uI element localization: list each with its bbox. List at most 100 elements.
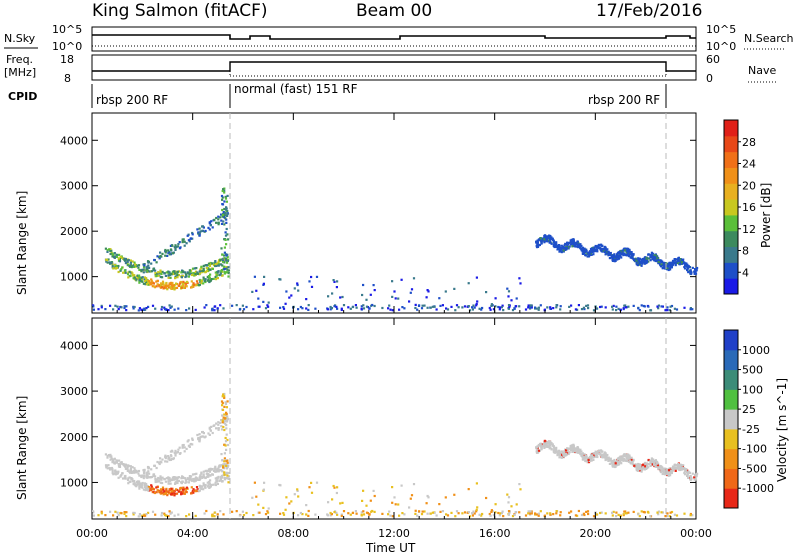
echo-mark bbox=[207, 267, 210, 270]
echo-mark bbox=[97, 308, 100, 311]
echo-mark bbox=[638, 515, 641, 518]
echo-mark bbox=[687, 271, 690, 274]
echo-mark bbox=[169, 482, 172, 485]
echo-mark bbox=[660, 263, 663, 266]
echo-mark bbox=[138, 482, 141, 485]
echo-mark bbox=[566, 447, 569, 450]
echo-mark bbox=[589, 250, 592, 253]
echo-mark bbox=[119, 461, 122, 464]
echo-mark bbox=[137, 483, 140, 486]
echo-mark bbox=[649, 462, 652, 465]
echo-mark bbox=[223, 272, 226, 275]
echo-mark bbox=[569, 239, 572, 242]
echo-mark bbox=[131, 272, 134, 275]
echo-mark bbox=[673, 307, 676, 310]
echo-mark bbox=[667, 268, 670, 272]
echo-mark bbox=[120, 512, 123, 515]
echo-mark bbox=[200, 485, 203, 488]
echo-mark bbox=[282, 306, 285, 309]
colorbar-tick-label: -25 bbox=[742, 423, 760, 436]
echo-mark bbox=[572, 243, 575, 246]
echo-mark bbox=[571, 450, 574, 453]
echo-mark bbox=[211, 468, 214, 471]
echo-mark bbox=[426, 512, 429, 515]
echo-mark bbox=[191, 237, 194, 240]
echo-mark bbox=[212, 277, 215, 280]
echo-mark bbox=[583, 456, 586, 459]
echo-mark bbox=[166, 490, 169, 493]
echo-mark bbox=[124, 477, 127, 480]
echo-mark bbox=[196, 478, 200, 481]
echo-mark bbox=[223, 413, 226, 416]
echo-mark bbox=[209, 485, 212, 488]
echo-mark bbox=[599, 454, 602, 457]
station-title: King Salmon (fitACF) bbox=[92, 1, 268, 21]
echo-mark bbox=[604, 456, 607, 459]
echo-mark bbox=[219, 216, 222, 219]
echo-mark bbox=[137, 309, 140, 312]
echo-mark bbox=[169, 454, 173, 457]
echo-mark bbox=[524, 308, 528, 311]
echo-mark bbox=[147, 487, 150, 490]
echo-mark bbox=[548, 443, 551, 447]
echo-mark bbox=[623, 249, 627, 252]
echo-mark bbox=[574, 447, 577, 450]
echo-mark bbox=[201, 476, 204, 479]
echo-mark bbox=[154, 269, 157, 272]
echo-mark bbox=[224, 401, 227, 404]
echo-mark bbox=[158, 257, 161, 260]
echo-mark bbox=[160, 272, 163, 275]
velocity-xticks: 00:00 04:00 08:00 12:00 16:00 20:00 00:00 bbox=[76, 318, 712, 540]
echo-mark bbox=[172, 490, 175, 493]
echo-mark bbox=[138, 274, 141, 277]
echo-mark bbox=[335, 511, 338, 514]
colorbar-swatch bbox=[724, 409, 738, 430]
echo-mark bbox=[527, 304, 530, 307]
nave-trace bbox=[229, 62, 667, 77]
colorbar-tick-label: 1000 bbox=[742, 344, 770, 357]
echo-mark bbox=[219, 510, 222, 513]
echo-mark bbox=[220, 219, 223, 222]
echo-mark bbox=[118, 465, 121, 468]
echo-mark bbox=[182, 492, 185, 495]
echo-mark bbox=[642, 260, 645, 263]
echo-mark bbox=[630, 458, 633, 461]
echo-mark bbox=[184, 275, 187, 279]
echo-mark bbox=[242, 514, 246, 517]
echo-mark bbox=[185, 242, 188, 245]
echo-mark bbox=[165, 271, 168, 274]
echo-mark bbox=[123, 511, 126, 514]
echo-mark bbox=[572, 443, 575, 446]
echo-mark bbox=[153, 464, 156, 467]
echo-mark bbox=[147, 486, 150, 489]
echo-mark bbox=[628, 456, 631, 459]
freq-trace bbox=[92, 61, 696, 72]
echo-mark bbox=[678, 468, 682, 472]
echo-mark bbox=[621, 252, 624, 255]
echo-mark bbox=[394, 297, 397, 300]
echo-mark bbox=[600, 305, 603, 308]
echo-mark bbox=[391, 515, 394, 518]
echo-mark bbox=[536, 243, 539, 246]
echo-mark bbox=[305, 513, 308, 516]
echo-mark bbox=[176, 274, 179, 277]
echo-mark bbox=[631, 254, 634, 257]
echo-mark bbox=[683, 267, 687, 270]
echo-mark bbox=[594, 450, 597, 453]
echo-mark bbox=[191, 437, 194, 440]
echo-mark bbox=[215, 221, 218, 224]
echo-mark bbox=[663, 470, 666, 473]
echo-mark bbox=[686, 263, 689, 266]
echo-mark bbox=[691, 266, 694, 269]
echo-mark bbox=[224, 217, 227, 220]
echo-mark bbox=[558, 250, 561, 253]
echo-mark bbox=[220, 453, 223, 456]
echo-mark bbox=[365, 305, 369, 308]
echo-mark bbox=[355, 306, 358, 309]
echo-mark bbox=[676, 464, 679, 467]
echo-mark bbox=[527, 306, 530, 309]
echo-mark bbox=[185, 285, 188, 288]
y-tick-label: 3000 bbox=[60, 180, 88, 193]
echo-mark bbox=[643, 511, 646, 514]
